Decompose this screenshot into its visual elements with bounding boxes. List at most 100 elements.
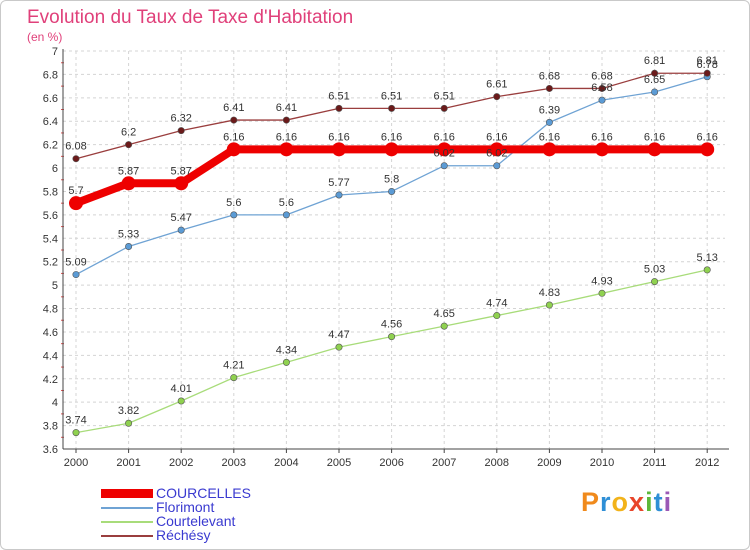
data-point-courcelles [489, 142, 504, 157]
y-tick-label: 6 [52, 163, 58, 175]
data-point-florimont [72, 271, 80, 279]
proxiti-logo: Proxiti [581, 487, 672, 518]
data-point-florimont [125, 242, 133, 250]
data-point-r-ch-sy [177, 127, 185, 135]
data-point-courcelles [542, 142, 557, 157]
y-tick-label: 3.8 [43, 421, 58, 433]
data-label-r-ch-sy: 6.51 [381, 90, 402, 102]
data-label-r-ch-sy: 6.41 [276, 102, 297, 114]
data-label-courtelevant: 4.83 [539, 287, 560, 299]
data-point-florimont [651, 88, 659, 96]
x-tick-label: 2001 [116, 457, 140, 469]
y-tick-label: 4.6 [43, 327, 58, 339]
data-label-r-ch-sy: 6.32 [170, 113, 191, 125]
data-point-courcelles [174, 176, 189, 191]
data-label-courtelevant: 4.65 [433, 308, 454, 320]
data-label-courtelevant: 4.93 [591, 275, 612, 287]
data-point-courtelevant [651, 278, 659, 286]
data-label-r-ch-sy: 6.51 [328, 90, 349, 102]
data-label-r-ch-sy: 6.68 [591, 70, 612, 82]
legend-item: COURCELLES [101, 485, 361, 501]
data-label-courcelles: 5.87 [118, 165, 139, 177]
data-point-florimont [493, 162, 501, 170]
data-label-courcelles: 5.87 [170, 165, 191, 177]
y-tick-label: 5.2 [43, 257, 58, 269]
data-label-courtelevant: 4.01 [170, 383, 191, 395]
data-point-r-ch-sy [651, 69, 659, 77]
data-label-florimont: 5.6 [279, 197, 294, 209]
x-tick-label: 2010 [590, 457, 614, 469]
data-label-courcelles: 6.16 [486, 131, 507, 143]
y-tick-label: 5.8 [43, 186, 58, 198]
data-label-florimont: 5.6 [226, 197, 241, 209]
y-tick-label: 6.8 [43, 69, 58, 81]
data-point-courcelles [384, 142, 399, 157]
data-label-r-ch-sy: 6.81 [644, 55, 665, 67]
logo-letter: o [611, 487, 630, 517]
data-point-courcelles [279, 142, 294, 157]
data-label-florimont: 5.47 [170, 212, 191, 224]
logo-letter: i [663, 487, 673, 517]
data-point-r-ch-sy [72, 155, 80, 163]
data-label-r-ch-sy: 6.68 [539, 70, 560, 82]
data-label-courtelevant: 4.47 [328, 329, 349, 341]
y-tick-label: 5.6 [43, 210, 58, 222]
data-point-courtelevant [388, 333, 396, 341]
legend-label: Florimont [156, 499, 215, 515]
data-point-r-ch-sy [440, 104, 448, 112]
x-tick-label: 2008 [485, 457, 509, 469]
data-label-r-ch-sy: 6.81 [696, 55, 717, 67]
data-label-courtelevant: 3.74 [65, 415, 86, 427]
data-point-r-ch-sy [493, 93, 501, 101]
data-label-florimont: 6.65 [644, 74, 665, 86]
data-point-courcelles [595, 142, 609, 157]
y-tick-label: 6.6 [43, 93, 58, 105]
data-label-courcelles: 5.7 [68, 185, 83, 197]
data-point-florimont [440, 162, 448, 170]
data-point-courcelles [121, 176, 136, 191]
data-point-r-ch-sy [282, 116, 290, 124]
data-label-r-ch-sy: 6.41 [223, 102, 244, 114]
legend-label: COURCELLES [156, 485, 251, 501]
legend-item: Courtelevant [101, 513, 361, 529]
data-point-r-ch-sy [545, 84, 553, 92]
data-label-courcelles: 6.16 [696, 131, 717, 143]
x-tick-label: 2002 [169, 457, 193, 469]
y-tick-label: 4.4 [43, 350, 58, 362]
data-point-courtelevant [230, 374, 238, 382]
logo-letter: i [645, 487, 654, 517]
data-label-florimont: 6.78 [696, 59, 717, 71]
data-label-courtelevant: 4.21 [223, 360, 244, 372]
y-tick-label: 3.6 [43, 444, 58, 456]
data-point-courtelevant [493, 312, 501, 320]
data-label-courtelevant: 4.56 [381, 319, 402, 331]
logo-letter: x [629, 487, 646, 517]
x-tick-label: 2012 [695, 457, 719, 469]
data-label-r-ch-sy: 6.2 [121, 127, 136, 139]
data-point-florimont [335, 191, 343, 199]
data-label-r-ch-sy: 6.61 [486, 79, 507, 91]
data-label-courcelles: 6.16 [644, 131, 665, 143]
data-point-courtelevant [125, 419, 133, 427]
logo-letter: t [653, 487, 664, 517]
x-tick-label: 2003 [222, 457, 246, 469]
data-point-florimont [282, 211, 290, 219]
data-point-courcelles [332, 142, 346, 157]
x-tick-label: 2000 [64, 457, 88, 469]
data-label-florimont: 6.02 [433, 148, 454, 160]
y-tick-label: 6.2 [43, 140, 58, 152]
data-point-r-ch-sy [598, 84, 606, 92]
data-label-courcelles: 6.16 [276, 131, 297, 143]
legend-label: Réchésy [156, 527, 211, 543]
legend-swatch [101, 535, 153, 537]
legend-swatch [101, 489, 153, 498]
unit-label: (en %) [27, 30, 63, 44]
data-label-courtelevant: 3.82 [118, 405, 139, 417]
data-point-r-ch-sy [388, 104, 396, 112]
data-point-florimont [177, 226, 185, 234]
data-point-r-ch-sy [335, 104, 343, 112]
y-tick-label: 4.2 [43, 374, 58, 386]
y-tick-label: 7 [52, 46, 58, 58]
legend-item: Florimont [101, 499, 361, 515]
